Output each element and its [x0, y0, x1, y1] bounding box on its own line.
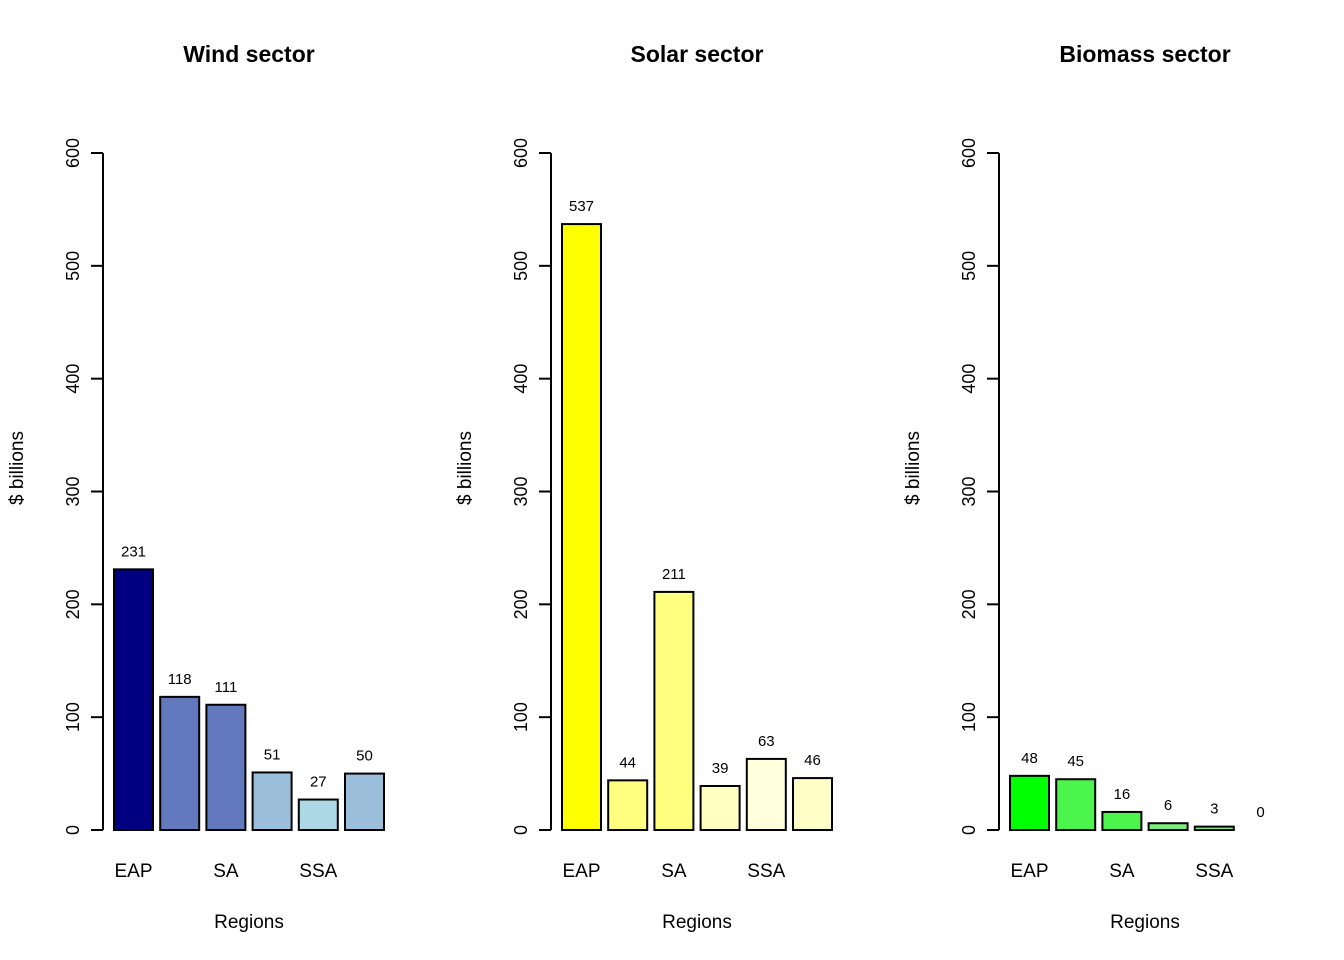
y-tick-label: 100	[63, 702, 83, 732]
y-tick-label: 200	[63, 589, 83, 619]
bar	[1193, 825, 1235, 831]
data-label: 48	[1021, 750, 1038, 767]
y-tick-label: 0	[63, 825, 83, 835]
y-tick-label: 0	[959, 825, 979, 835]
data-label: 231	[121, 543, 146, 560]
data-label: 537	[569, 198, 594, 215]
data-label: 44	[619, 754, 636, 771]
bar	[653, 590, 695, 832]
x-tick-label: EAP	[114, 861, 152, 882]
panel-1: Solar sector 0 100 200 300 400 500 600 $ billion…	[455, 41, 833, 933]
bar	[699, 784, 741, 831]
y-tick-label: 600	[511, 138, 531, 168]
y-tick-label: 400	[511, 364, 531, 394]
y-tick-label: 600	[63, 138, 83, 168]
data-label: 0	[1256, 804, 1264, 821]
bar	[745, 757, 787, 831]
chart-title: Wind sector	[183, 41, 314, 67]
y-tick-label: 100	[959, 702, 979, 732]
data-label: 50	[356, 748, 373, 765]
x-tick-label: SA	[661, 861, 687, 882]
bar	[1009, 774, 1050, 832]
bar	[561, 223, 602, 831]
chart-title: Solar sector	[631, 41, 764, 67]
x-tick-label: SSA	[299, 861, 337, 882]
y-tick-label: 0	[511, 825, 531, 835]
panel-0: Wind sector 0 100 200 300 400 500 600 $ billions…	[7, 41, 385, 933]
data-label: 118	[168, 671, 192, 688]
x-tick-label: SSA	[747, 861, 785, 882]
y-axis-label: $ billions	[903, 431, 924, 505]
y-tick-label: 200	[959, 589, 979, 619]
data-label: 27	[310, 774, 327, 791]
y-tick-label: 300	[959, 476, 979, 506]
data-label: 63	[758, 733, 775, 750]
chart-title: Biomass sector	[1059, 41, 1230, 67]
bar	[297, 798, 339, 831]
bar	[344, 772, 385, 831]
x-axis-label: Regions	[662, 912, 732, 933]
data-label: 46	[804, 752, 821, 769]
y-tick-label: 600	[959, 138, 979, 168]
data-label: 45	[1067, 753, 1084, 770]
bar	[1101, 810, 1143, 831]
y-tick-label: 500	[63, 251, 83, 281]
x-tick-label: SA	[1109, 861, 1135, 882]
bar	[607, 779, 649, 831]
bar	[1055, 778, 1097, 831]
bar	[113, 568, 154, 831]
data-label: 111	[214, 679, 237, 696]
y-tick-label: 300	[511, 476, 531, 506]
y-tick-label: 400	[63, 364, 83, 394]
y-tick-label: 500	[959, 251, 979, 281]
panel-2: Biomass sector 0 100 200 300 400 500 600 $ billi…	[903, 41, 1265, 933]
data-label: 211	[662, 566, 686, 583]
y-axis-label: $ billions	[7, 431, 28, 505]
data-label: 51	[264, 746, 281, 763]
x-tick-label: SSA	[1195, 861, 1233, 882]
y-tick-label: 400	[959, 364, 979, 394]
data-label: 3	[1210, 801, 1218, 818]
x-tick-label: SA	[213, 861, 239, 882]
y-tick-label: 500	[511, 251, 531, 281]
bar	[251, 771, 293, 832]
y-axis-label: $ billions	[455, 431, 476, 505]
bar	[205, 703, 247, 832]
x-tick-label: EAP	[1010, 861, 1048, 882]
bar	[792, 777, 833, 832]
x-axis-label: Regions	[214, 912, 284, 933]
y-tick-label: 200	[511, 589, 531, 619]
x-tick-label: EAP	[562, 861, 600, 882]
y-tick-label: 100	[511, 702, 531, 732]
x-axis-label: Regions	[1110, 912, 1180, 933]
data-label: 39	[712, 760, 729, 777]
bar	[159, 695, 201, 832]
data-label: 6	[1164, 797, 1172, 814]
y-tick-label: 300	[63, 476, 83, 506]
data-label: 16	[1114, 786, 1131, 803]
bar	[1147, 822, 1189, 831]
